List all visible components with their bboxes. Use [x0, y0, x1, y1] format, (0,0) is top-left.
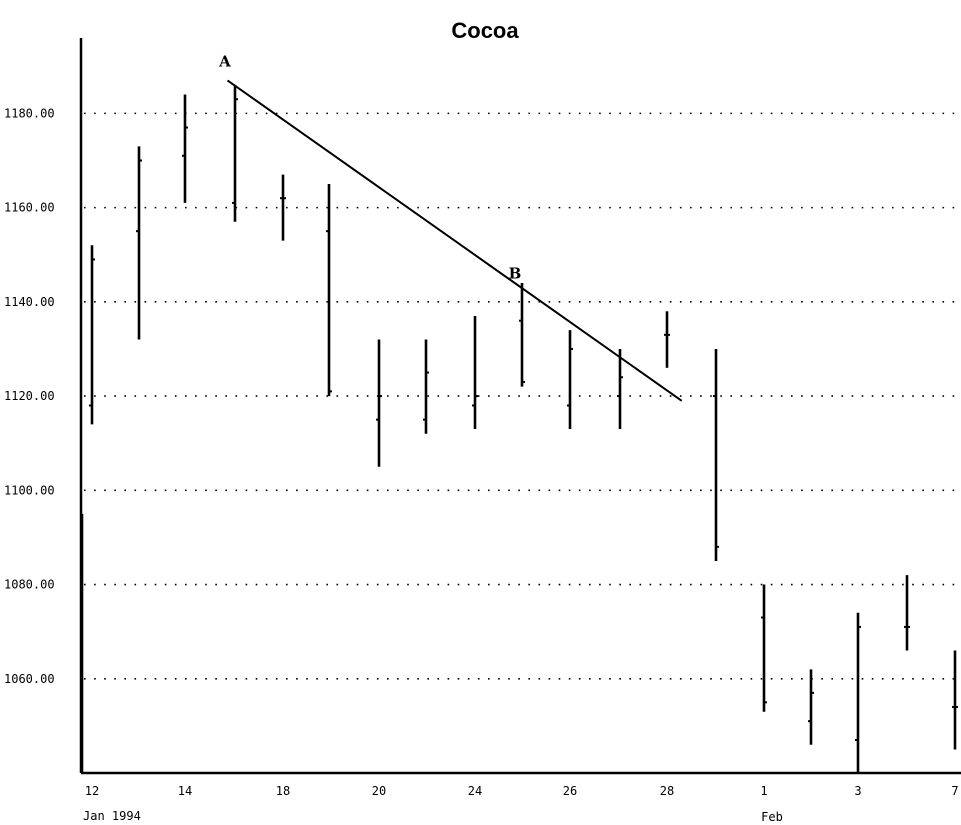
x-sublabel-jan: Jan 1994	[83, 809, 141, 823]
y-tick-label: 1060.00	[4, 672, 55, 686]
y-tick-label: 1180.00	[4, 106, 55, 120]
ohlc-bar	[182, 94, 188, 203]
ohlc-bar	[423, 339, 429, 434]
ohlc-bar	[376, 339, 382, 467]
ohlc-bar	[89, 245, 95, 425]
x-tick-label: 3	[854, 784, 861, 798]
grid-layer	[84, 112, 961, 680]
ohlc-bar	[855, 612, 861, 773]
ohlc-bar	[232, 85, 238, 222]
y-axis-labels: 1060.00 1080.00 1100.00 1120.00 1140.00 1160.…	[4, 106, 55, 685]
y-tick-label: 1140.00	[4, 295, 55, 309]
x-tick-label: 12	[85, 784, 99, 798]
ohlc-bar	[713, 348, 719, 561]
x-tick-label: 20	[372, 784, 386, 798]
x-tick-label: 26	[563, 784, 577, 798]
y-tick-label: 1160.00	[4, 201, 55, 215]
ohlc-bar	[808, 669, 814, 745]
annotation-a: A	[218, 52, 231, 70]
chart-title: Cocoa	[451, 18, 519, 43]
ohlc-bar	[326, 184, 332, 397]
ohlc-bar	[519, 283, 525, 387]
x-tick-label: 24	[468, 784, 482, 798]
ohlc-bar	[761, 584, 767, 712]
ohlc-bar	[567, 330, 573, 430]
annotation-b: B	[509, 264, 522, 282]
y-tick-label: 1120.00	[4, 389, 55, 403]
x-tick-label: 18	[276, 784, 290, 798]
x-axis-labels: 12 14 18 20 24 26 28 1 3 7 Jan 1994 Feb	[83, 784, 959, 824]
price-bars	[80, 85, 958, 773]
x-tick-label: 1	[760, 784, 767, 798]
ohlc-bar	[472, 315, 478, 430]
ohlc-bar	[952, 650, 958, 750]
x-sublabel-feb: Feb	[761, 810, 783, 824]
ohlc-bar	[664, 311, 670, 368]
x-tick-label: 14	[178, 784, 192, 798]
x-tick-label: 28	[660, 784, 674, 798]
ohlc-bar	[280, 174, 286, 241]
y-tick-label: 1100.00	[4, 483, 55, 497]
x-tick-label: 7	[951, 784, 958, 798]
ohlc-bar	[617, 348, 623, 430]
y-tick-label: 1080.00	[4, 578, 55, 592]
annotations: AB	[218, 52, 521, 282]
trendline-a-b	[226, 79, 683, 402]
ohlc-bar	[136, 146, 142, 340]
ohlc-bar	[904, 575, 910, 651]
